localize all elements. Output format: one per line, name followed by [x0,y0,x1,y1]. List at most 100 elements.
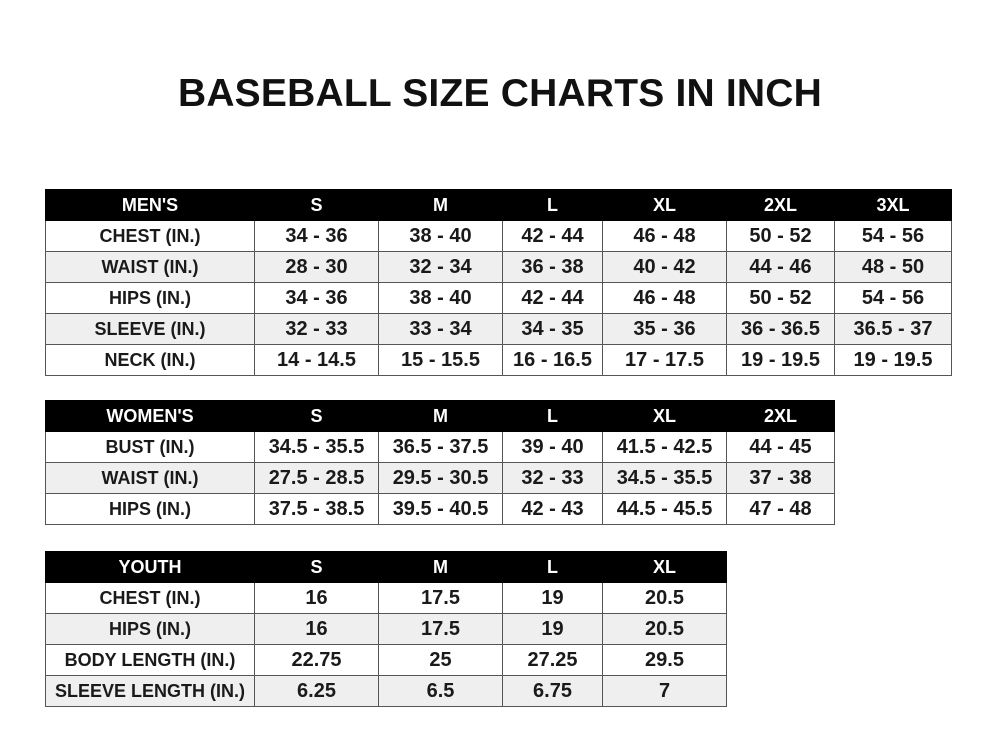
size-value: 14 - 14.5 [254,344,379,376]
measurement-label: HIPS (IN.) [45,282,255,314]
size-header: XL [602,189,727,221]
size-value: 36 - 36.5 [726,313,835,345]
size-value: 19 - 19.5 [726,344,835,376]
size-value: 34 - 35 [502,313,603,345]
measurement-label: SLEEVE LENGTH (IN.) [45,675,255,707]
category-header: YOUTH [45,551,255,583]
size-value: 27.5 - 28.5 [254,462,379,494]
youth-size-table: YOUTH S M L XL CHEST (IN.) 16 17.5 19 20.5 HIPS (I… [45,551,727,707]
size-value: 15 - 15.5 [378,344,503,376]
measurement-label: BUST (IN.) [45,431,255,463]
size-value: 44 - 46 [726,251,835,283]
size-value: 34 - 36 [254,220,379,252]
size-value: 47 - 48 [726,493,835,525]
size-header: M [378,551,503,583]
size-value: 40 - 42 [602,251,727,283]
size-value: 54 - 56 [834,220,952,252]
size-value: 16 [254,582,379,614]
size-value: 19 [502,613,603,645]
size-value: 39 - 40 [502,431,603,463]
size-value: 6.25 [254,675,379,707]
size-value: 54 - 56 [834,282,952,314]
size-value: 48 - 50 [834,251,952,283]
size-value: 32 - 33 [254,313,379,345]
category-header: WOMEN'S [45,400,255,432]
size-value: 50 - 52 [726,282,835,314]
measurement-label: CHEST (IN.) [45,582,255,614]
size-value: 37 - 38 [726,462,835,494]
size-value: 25 [378,644,503,676]
measurement-label: SLEEVE (IN.) [45,313,255,345]
size-value: 29.5 [602,644,727,676]
size-value: 27.25 [502,644,603,676]
size-value: 44 - 45 [726,431,835,463]
table-row: HIPS (IN.) 34 - 36 38 - 40 42 - 44 46 - 48 50… [45,282,952,314]
table-row: SLEEVE (IN.) 32 - 33 33 - 34 34 - 35 35 - 36… [45,313,952,345]
page-title: BASEBALL SIZE CHARTS IN INCH [177,72,823,115]
size-header: S [254,189,379,221]
size-value: 41.5 - 42.5 [602,431,727,463]
category-header: MEN'S [45,189,255,221]
size-value: 17.5 [378,613,503,645]
size-header: S [254,551,379,583]
size-value: 16 [254,613,379,645]
size-value: 39.5 - 40.5 [378,493,503,525]
measurement-label: NECK (IN.) [45,344,255,376]
measurement-label: WAIST (IN.) [45,251,255,283]
size-value: 32 - 33 [502,462,603,494]
measurement-label: HIPS (IN.) [45,493,255,525]
table-row: BUST (IN.) 34.5 - 35.5 36.5 - 37.5 39 - 40 4… [45,431,835,463]
size-value: 44.5 - 45.5 [602,493,727,525]
mens-size-table: MEN'S S M L XL 2XL 3XL CHEST (IN.) 34 - 36 38 - 4… [45,189,952,376]
size-value: 42 - 44 [502,220,603,252]
size-value: 34.5 - 35.5 [254,431,379,463]
size-value: 22.75 [254,644,379,676]
size-header: 3XL [834,189,952,221]
size-value: 37.5 - 38.5 [254,493,379,525]
table-row: HIPS (IN.) 37.5 - 38.5 39.5 - 40.5 42 - 43 4… [45,493,835,525]
size-header: M [378,400,503,432]
size-value: 28 - 30 [254,251,379,283]
size-value: 7 [602,675,727,707]
size-value: 17 - 17.5 [602,344,727,376]
size-value: 34 - 36 [254,282,379,314]
size-header: XL [602,400,727,432]
size-value: 42 - 43 [502,493,603,525]
table-row: NECK (IN.) 14 - 14.5 15 - 15.5 16 - 16.5 17 … [45,344,952,376]
size-header: 2XL [726,189,835,221]
size-header: 2XL [726,400,835,432]
size-value: 42 - 44 [502,282,603,314]
size-value: 16 - 16.5 [502,344,603,376]
table-row: CHEST (IN.) 16 17.5 19 20.5 [45,582,727,614]
size-value: 19 - 19.5 [834,344,952,376]
size-header: M [378,189,503,221]
size-header: XL [602,551,727,583]
table-row: BODY LENGTH (IN.) 22.75 25 27.25 29.5 [45,644,727,676]
size-value: 34.5 - 35.5 [602,462,727,494]
size-value: 19 [502,582,603,614]
size-value: 6.75 [502,675,603,707]
size-value: 46 - 48 [602,282,727,314]
size-value: 20.5 [602,582,727,614]
size-value: 17.5 [378,582,503,614]
header-row: YOUTH S M L XL [45,551,727,583]
size-value: 38 - 40 [378,220,503,252]
size-header: L [502,551,603,583]
table-row: WAIST (IN.) 28 - 30 32 - 34 36 - 38 40 - 42 4… [45,251,952,283]
size-value: 20.5 [602,613,727,645]
size-value: 38 - 40 [378,282,503,314]
table-row: SLEEVE LENGTH (IN.) 6.25 6.5 6.75 7 [45,675,727,707]
measurement-label: CHEST (IN.) [45,220,255,252]
table-row: WAIST (IN.) 27.5 - 28.5 29.5 - 30.5 32 - 33… [45,462,835,494]
size-value: 36.5 - 37 [834,313,952,345]
size-value: 35 - 36 [602,313,727,345]
header-row: WOMEN'S S M L XL 2XL [45,400,835,432]
measurement-label: BODY LENGTH (IN.) [45,644,255,676]
size-value: 32 - 34 [378,251,503,283]
size-value: 36 - 38 [502,251,603,283]
table-row: HIPS (IN.) 16 17.5 19 20.5 [45,613,727,645]
header-row: MEN'S S M L XL 2XL 3XL [45,189,952,221]
size-value: 33 - 34 [378,313,503,345]
table-row: CHEST (IN.) 34 - 36 38 - 40 42 - 44 46 - 48 5… [45,220,952,252]
measurement-label: WAIST (IN.) [45,462,255,494]
